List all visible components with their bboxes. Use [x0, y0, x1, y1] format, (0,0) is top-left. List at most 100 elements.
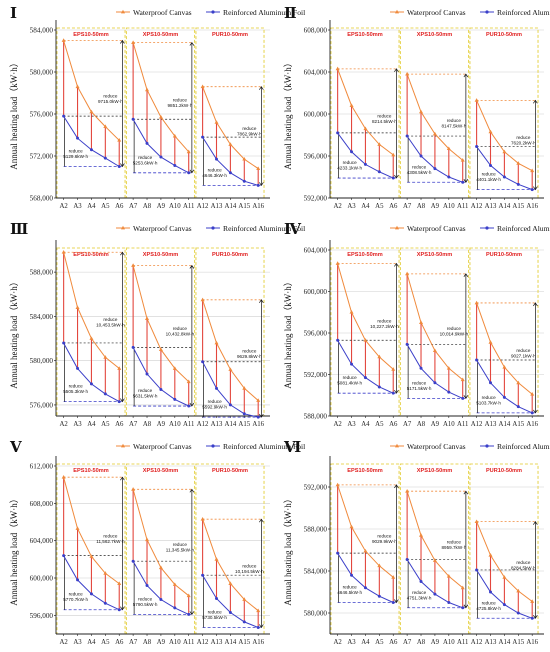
- waterproof-point: [432, 558, 437, 562]
- aluminum-point: [103, 392, 107, 396]
- arrow-head: [189, 264, 195, 269]
- section-title: XPS10-50mm: [143, 468, 178, 474]
- aluminum-point: [461, 396, 465, 400]
- annotation-reduce-label: reduce: [516, 135, 530, 140]
- legend-waterproof-label: Waterproof Canvas: [133, 224, 192, 233]
- annotation-foil-value: 4646.5kW·h: [337, 590, 362, 595]
- waterproof-point: [474, 98, 479, 102]
- x-tick-label: A7: [403, 203, 412, 210]
- aluminum-point: [489, 163, 492, 167]
- y-tick-label: 584,000: [30, 313, 54, 321]
- waterproof-point: [186, 149, 191, 154]
- annotation-reduce-label: reduce: [138, 596, 152, 601]
- aluminum-point: [173, 606, 177, 610]
- aluminum-point: [89, 592, 93, 596]
- y-axis-label: Annual heating load（kW·h）: [283, 58, 293, 169]
- x-tick-label: A15: [512, 639, 524, 646]
- legend-waterproof-marker: [395, 443, 399, 448]
- x-tick-label: A6: [115, 421, 124, 428]
- x-tick-label: A12: [471, 421, 483, 428]
- waterproof-point: [377, 142, 382, 146]
- section-box: [330, 463, 400, 635]
- waterproof-point: [117, 138, 122, 142]
- arrow-head: [259, 518, 264, 523]
- section-title: PUR10-50mm: [486, 32, 522, 38]
- annotation-foil-value: 5129.6kW·h: [63, 154, 88, 159]
- annotation-total-value: 10,014.9kW·h: [440, 332, 469, 337]
- waterproof-point: [516, 588, 521, 593]
- waterproof-point: [530, 392, 535, 396]
- y-tick-label: 612,000: [30, 463, 54, 471]
- aluminum-point: [159, 597, 163, 601]
- waterproof-point: [103, 355, 108, 359]
- waterproof-point: [377, 354, 382, 359]
- waterproof-point: [131, 487, 136, 491]
- x-tick-label: A11: [183, 421, 194, 428]
- aluminum-point: [419, 580, 423, 583]
- x-tick-label: A2: [59, 421, 68, 428]
- aluminum-point: [391, 391, 395, 395]
- x-tick-label: A3: [347, 203, 356, 210]
- annotation-reduce-label: reduce: [343, 585, 357, 590]
- arrow-head: [533, 99, 538, 104]
- waterproof-point: [200, 517, 205, 521]
- y-tick-label: 568,000: [30, 195, 54, 203]
- annotation-total-value: 8959.7kW·h: [441, 545, 466, 550]
- annotation-total-value: 9029.9kW·h: [372, 539, 397, 544]
- arrow-head: [463, 604, 469, 609]
- waterproof-point: [214, 120, 219, 124]
- aluminum-point: [377, 594, 381, 598]
- arrow-head: [259, 299, 264, 303]
- arrow-head: [189, 402, 195, 407]
- aluminum-point: [187, 171, 191, 175]
- x-tick-label: A6: [115, 203, 124, 210]
- aluminum-point: [117, 608, 121, 612]
- waterproof-point: [256, 166, 261, 170]
- arrow-head: [189, 611, 195, 616]
- waterproof-point: [488, 129, 493, 134]
- waterproof-point: [200, 297, 205, 302]
- arrow-head: [189, 488, 195, 493]
- waterproof-point: [391, 575, 396, 579]
- x-tick-label: A5: [101, 639, 110, 646]
- aluminum-point: [419, 366, 423, 370]
- aluminum-point: [145, 372, 149, 376]
- legend-aluminum-label: Reinforced Aluminum Foil: [223, 442, 305, 451]
- x-tick-label: A11: [183, 203, 194, 210]
- x-tick-label: A10: [169, 639, 181, 646]
- panel-VI: Ⅵ 580,000 584,000 588,000 592,000 Annual heat…: [283, 438, 550, 646]
- waterproof-point: [335, 261, 340, 265]
- waterproof-point: [377, 563, 382, 568]
- arrow-head: [463, 490, 469, 495]
- aluminum-point: [228, 403, 232, 407]
- arrow-head: [533, 615, 538, 619]
- legend-aluminum-label: Reinforced Aluminum Foil: [497, 442, 550, 451]
- x-tick-label: A4: [361, 203, 370, 210]
- y-tick-label: 584,000: [30, 27, 54, 35]
- waterproof-point: [349, 310, 354, 314]
- waterproof-point: [363, 548, 368, 553]
- annotation-foil-value: 4308.5kW·h: [407, 170, 432, 175]
- annotation-reduce-label: reduce: [482, 172, 496, 177]
- aluminum-point: [103, 601, 107, 605]
- y-tick-label: 588,000: [304, 413, 328, 421]
- y-axis-label: Annual heating load（kW·h）: [9, 58, 19, 169]
- x-tick-label: A2: [333, 639, 342, 646]
- x-tick-label: A9: [431, 421, 440, 428]
- waterproof-point: [419, 109, 424, 114]
- aluminum-point: [530, 616, 534, 620]
- x-tick-label: A5: [375, 421, 384, 428]
- waterproof-point: [256, 398, 261, 402]
- aluminum-point: [516, 611, 520, 615]
- legend-waterproof-label: Waterproof Canvas: [407, 442, 466, 451]
- annotation-total-value: 9851.2kW·h: [167, 103, 192, 108]
- aluminum-point: [363, 376, 367, 380]
- aluminum-point: [228, 171, 232, 175]
- annotation-reduce-label: reduce: [516, 560, 530, 565]
- aluminum-point: [350, 150, 354, 154]
- annotation-foil-value: 4725.8kW·h: [476, 606, 501, 611]
- x-tick-label: A3: [73, 203, 82, 210]
- legend-waterproof-marker: [395, 225, 399, 230]
- waterproof-point: [145, 87, 150, 92]
